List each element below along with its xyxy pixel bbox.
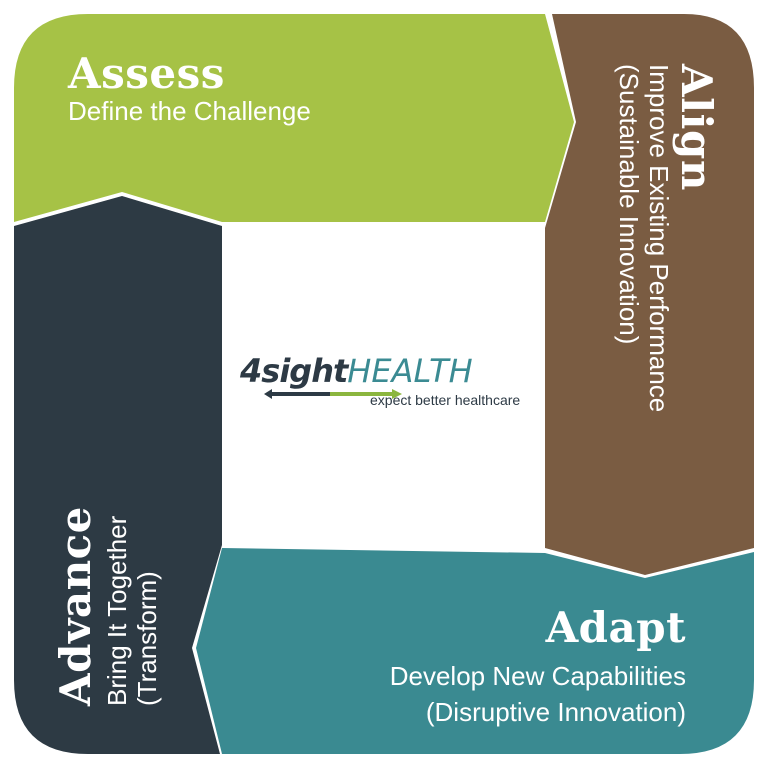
align-line1: Improve Existing Performance [644,64,674,413]
logo-tagline: expect better healthcare [370,392,521,408]
assess-title: Assess [68,49,225,98]
advance-label-group: Advance Bring It Together (Transform) [51,466,194,706]
advance-line1: Bring It Together [102,515,132,706]
adapt-segment [196,548,754,754]
align-title: Align [672,64,721,191]
adapt-line1: Develop New Capabilities [389,661,686,691]
adapt-line2: (Disruptive Innovation) [425,697,686,727]
logo-brand-part1: 4sight [240,352,348,390]
assess-subtitle: Define the Challenge [68,96,311,126]
adapt-title: Adapt [545,603,686,652]
advance-segment [14,196,222,754]
advance-line2: (Transform) [132,571,162,706]
align-segment [545,14,754,575]
logo-wordmark: 4sightHEALTH [240,352,473,390]
logo-brand-part2: HEALTH [347,352,473,390]
align-label-group: Align Improve Existing Performance (Sust… [598,64,721,444]
assess-label-group: Assess Define the Challenge [68,49,311,127]
logo-arrow-icon [264,389,402,399]
adapt-label-group: Adapt Develop New Capabilities (Disrupti… [390,606,686,730]
align-line2: (Sustainable Innovation) [614,64,644,345]
assess-segment [14,14,574,222]
brand-logo: 4sightHEALTH expect better healthcare [240,352,540,412]
advance-title: Advance [51,506,100,706]
